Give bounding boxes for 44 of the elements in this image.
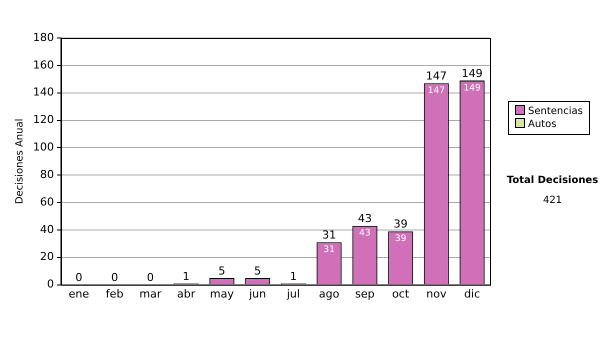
x-tick-label: sep: [355, 287, 375, 300]
y-tick-label: 60: [40, 195, 54, 208]
total-label: 149: [462, 66, 483, 80]
x-tick-label: ago: [318, 287, 340, 300]
legend-label: Autos: [527, 118, 558, 131]
total-label: 43: [358, 212, 372, 226]
y-axis-title: Decisiones Anual: [14, 118, 26, 204]
total-label: 1: [290, 270, 297, 283]
data-label: 31: [323, 245, 335, 256]
x-tick-label: may: [210, 287, 234, 300]
total-label: 1: [182, 270, 190, 283]
x-tick-label: feb: [106, 287, 124, 300]
x-tick-label: nov: [426, 287, 447, 300]
y-tick-label: 160: [32, 58, 54, 72]
x-tick-label: jul: [286, 287, 300, 300]
data-label: 147: [428, 86, 445, 96]
legend-label: Sentencias: [527, 105, 583, 118]
x-tick-label: abr: [176, 287, 196, 300]
total-label: 39: [394, 218, 408, 231]
y-tick-label: 80: [40, 168, 54, 181]
total-label: 147: [426, 70, 447, 83]
total-label: 0: [75, 271, 82, 284]
x-tick-label: oct: [392, 287, 410, 300]
x-tick-label: jun: [248, 287, 266, 300]
y-tick-label: 120: [32, 113, 54, 126]
y-tick-label: 100: [32, 140, 54, 154]
x-tick-label: dic: [464, 287, 480, 300]
total-label: 5: [254, 264, 262, 278]
total-label: 5: [218, 264, 226, 278]
total-label: 0: [111, 271, 118, 284]
y-tick-label: 40: [40, 222, 54, 236]
total-label: 31: [322, 228, 336, 242]
text: 421: [542, 194, 564, 208]
y-tick-label: 20: [40, 250, 54, 264]
y-tick-label: 140: [32, 86, 54, 99]
data-label: 149: [464, 83, 481, 94]
text: Total Decisiones: [506, 174, 600, 188]
x-tick-label: mar: [139, 287, 162, 300]
y-tick-label: 180: [32, 30, 54, 44]
data-label: 39: [394, 234, 407, 244]
y-tick-label: 0: [46, 278, 54, 291]
total-label: 0: [146, 271, 154, 284]
data-label: 43: [359, 228, 371, 239]
x-tick-label: ene: [68, 287, 90, 300]
